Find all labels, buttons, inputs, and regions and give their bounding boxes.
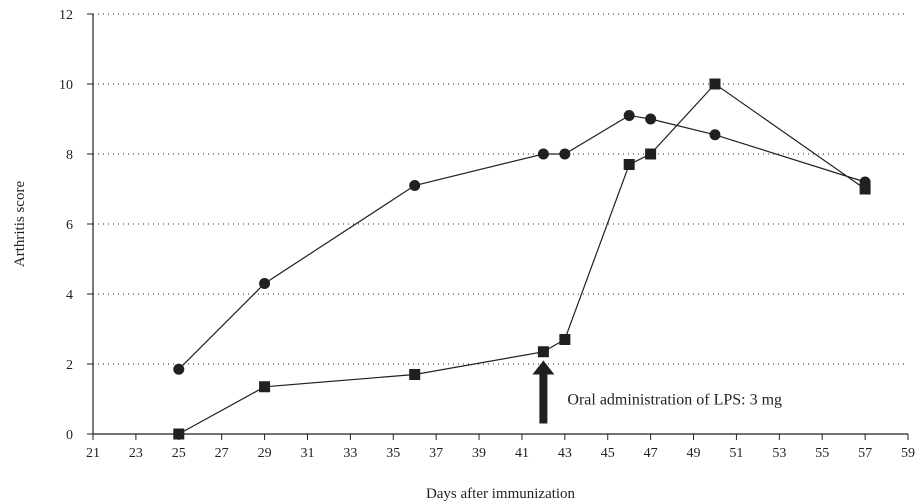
series-2-point-5 [623, 159, 635, 170]
x-tick-label-37: 37 [429, 446, 443, 461]
x-tick-label-33: 33 [343, 446, 357, 461]
series-2-point-7 [709, 78, 721, 90]
gridlines [93, 13, 908, 365]
series-1-point-6 [645, 113, 657, 125]
annotation-layer: Oral administration of LPS: 3 mg [532, 360, 782, 424]
series-2-square [173, 78, 871, 440]
x-tick-label-39: 39 [472, 446, 486, 461]
y-tick-label-4: 4 [66, 288, 73, 303]
y-tick-label-2: 2 [66, 358, 73, 373]
y-axis-title: Arthritis score [12, 181, 28, 268]
series-2-line [178, 83, 866, 435]
series-1-point-1 [259, 278, 271, 289]
x-tick-label-35: 35 [386, 446, 400, 461]
axes: 0 2 4 6 8 10 12 21 23 25 27 29 31 33 35 37 39 41 43 45 47 49 5… [59, 8, 915, 461]
series-2-point-2 [409, 369, 421, 380]
y-tick-label-12: 12 [59, 8, 73, 23]
series-2-point-0 [173, 428, 185, 440]
x-tick-label-51: 51 [729, 446, 743, 461]
y-tick-label-0: 0 [66, 428, 73, 443]
x-tick-label-57: 57 [858, 446, 872, 461]
x-tick-label-59: 59 [901, 446, 915, 461]
series-1-point-2 [409, 180, 421, 191]
series-1-point-4 [559, 148, 571, 160]
x-tick-label-21: 21 [86, 446, 100, 461]
x-tick-label-23: 23 [129, 446, 143, 461]
series-2-point-6 [645, 148, 657, 160]
x-tick-label-27: 27 [215, 446, 229, 461]
series-1-circle [173, 110, 871, 375]
x-tick-label-53: 53 [772, 446, 786, 461]
x-tick-label-41: 41 [515, 446, 529, 461]
x-axis-title: Days after immunization [426, 486, 576, 502]
annotation-label: Oral administration of LPS: 3 mg [567, 391, 782, 408]
series-1-point-7 [709, 129, 721, 141]
x-tick-label-31: 31 [300, 446, 314, 461]
series-1-point-5 [623, 110, 635, 121]
series-2-point-4 [559, 334, 571, 345]
series-1-line [178, 114, 866, 370]
x-tick-label-25: 25 [172, 446, 186, 461]
series-2-point-3 [537, 346, 549, 358]
series-1-point-0 [173, 363, 185, 375]
x-tick-label-45: 45 [601, 446, 615, 461]
x-tick-label-47: 47 [644, 446, 658, 461]
series-layer [173, 78, 871, 440]
lps-arrow [532, 360, 555, 424]
y-tick-label-8: 8 [66, 148, 73, 163]
x-tick-label-55: 55 [815, 446, 829, 461]
series-2-point-8 [859, 183, 871, 195]
x-tick-label-43: 43 [558, 446, 572, 461]
y-tick-label-6: 6 [66, 218, 73, 233]
x-tick-label-29: 29 [258, 446, 272, 461]
series-2-point-1 [259, 381, 271, 393]
y-tick-label-10: 10 [59, 78, 73, 93]
series-1-point-3 [537, 148, 549, 160]
x-tick-label-49: 49 [687, 446, 701, 461]
